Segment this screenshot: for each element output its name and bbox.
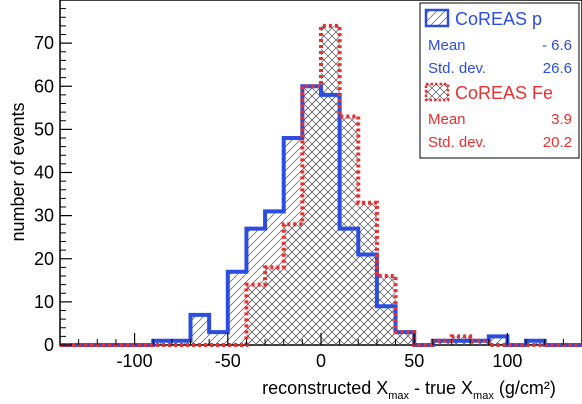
legend: CoREAS p Mean - 6.6 Std. dev. 26.6 CoREA… [419,2,580,159]
legend-entry-fe: CoREAS Fe [455,83,553,103]
histogram-bar [432,340,452,345]
x-axis-title-middle: - true X [409,378,473,398]
histogram-bar [302,86,321,345]
legend-entry-p: CoREAS p [455,9,542,29]
stat-label: Std. dev. [428,60,486,77]
histogram-bar [283,224,303,345]
y-tick-label: 20 [34,249,54,269]
y-tick-label: 10 [34,292,54,312]
y-tick-label: 50 [34,119,54,139]
stat-label: Mean [428,37,466,54]
y-tick-label: 60 [34,76,54,96]
y-tick-label: 70 [34,33,54,53]
x-tick-label: 0 [316,351,326,371]
x-tick-label: -100 [117,351,153,371]
y-axis-title: number of events [8,102,28,241]
series-fe-outline [60,23,582,347]
x-axis-title-prefix: reconstructed X [262,378,388,398]
histogram-bar [246,284,266,345]
stat-value: 26.6 [543,60,572,77]
legend-box [419,2,580,159]
x-axis-title-sub1: max [388,390,409,402]
histogram-bar [526,340,545,345]
histogram-bar [209,332,228,345]
histogram-bar [395,332,415,345]
x-tick-label: 50 [404,351,424,371]
histogram-bar [265,267,284,345]
x-axis-title-suffix: (g/cm²) [494,378,556,398]
y-tick-label: 40 [34,163,54,183]
histogram-bar [227,271,247,345]
series-layer [60,23,582,347]
stat-value: - 6.6 [542,37,572,54]
y-tick-label: 30 [34,206,54,226]
series-fe-fill [246,25,489,345]
histogram-bar [190,314,210,345]
histogram-bar [488,336,508,345]
x-tick-label: -50 [215,351,241,371]
histogram-bar [470,340,489,345]
histogram-bar [153,340,172,345]
stat-label: Std. dev. [428,134,486,151]
histogram-bar [339,116,359,345]
stat-value: 3.9 [551,111,572,128]
legend-swatch-fe [424,82,450,102]
x-tick-label: 100 [492,351,522,371]
legend-swatch-p [424,8,450,28]
histogram-bar [321,25,340,345]
y-tick-label: 0 [44,335,54,355]
x-axis-title: reconstructed Xmax - true Xmax (g/cm²) [262,378,556,402]
histogram-bar [358,202,377,345]
axes-layer: -100 -50 0 50 100 0 10 20 30 40 50 60 70 [34,8,582,371]
histogram-bar [171,340,191,345]
stat-label: Mean [428,111,466,128]
histogram-bar [376,276,396,345]
series-p-outline [60,84,582,347]
stat-value: 20.2 [543,134,572,151]
x-axis-title-sub2: max [473,390,494,402]
